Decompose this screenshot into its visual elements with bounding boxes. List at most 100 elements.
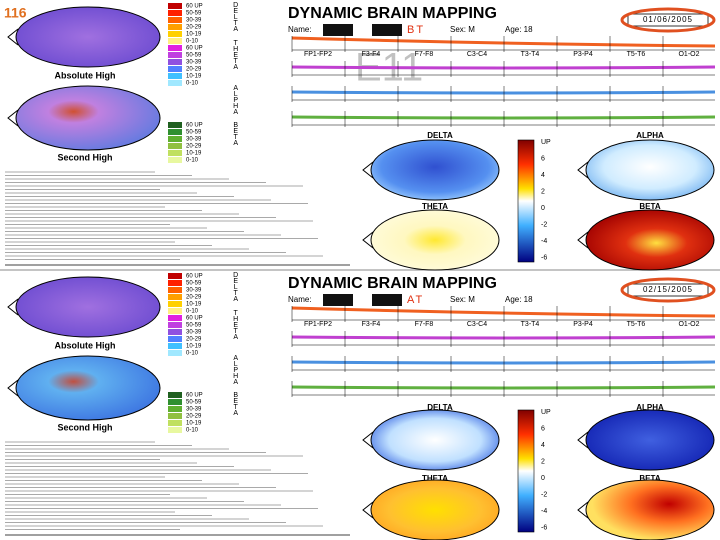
band-letters: BETA — [232, 122, 239, 146]
head-map — [585, 209, 715, 271]
name-field: Name: — [288, 25, 312, 34]
legend-swatch — [168, 38, 182, 44]
scale-label: 0 — [541, 205, 545, 212]
head-map — [370, 479, 500, 540]
scale-label: 2 — [541, 458, 545, 465]
legend-range: 10-19 — [186, 32, 202, 38]
channel-label: F3-F4 — [362, 51, 381, 58]
head-map — [585, 139, 715, 201]
nose — [577, 231, 589, 249]
legend-swatch — [168, 280, 182, 286]
scale-label: UP — [541, 139, 551, 146]
legend-swatch — [168, 343, 182, 349]
legend-swatch — [168, 315, 182, 321]
scale-label: -2 — [541, 491, 547, 498]
channel-label: FP1-FP2 — [304, 51, 332, 58]
head-map — [585, 479, 715, 540]
legend-swatch — [168, 322, 182, 328]
redacted — [323, 294, 353, 306]
legend-range: 50-59 — [186, 323, 202, 329]
channel-label: T5-T6 — [627, 51, 646, 58]
legend-range: 20-29 — [186, 337, 202, 343]
band-letters: ALPHA — [232, 355, 239, 385]
channel-label: FP1-FP2 — [304, 321, 332, 328]
sex-field: Sex: M — [450, 25, 475, 34]
scale-label: 0 — [541, 475, 545, 482]
legend-range: 50-59 — [186, 53, 202, 59]
slide-label: 116 — [4, 5, 27, 21]
legend-swatch — [168, 420, 182, 426]
legend-swatch — [168, 301, 182, 307]
legend-swatch — [168, 294, 182, 300]
spectrum-trace — [291, 90, 716, 95]
legend-swatch — [168, 157, 182, 163]
date: 01/06/2005 — [643, 15, 693, 24]
map-label: Second High — [57, 152, 112, 162]
map-label: Second High — [57, 422, 112, 432]
legend-range: 60 UP — [186, 46, 203, 52]
head-map — [15, 276, 161, 338]
legend-range: 30-39 — [186, 330, 202, 336]
name-field: Name: — [288, 295, 312, 304]
head-map — [585, 409, 715, 471]
spectrum-trace — [291, 65, 716, 70]
head-map — [370, 409, 500, 471]
spectrum-trace — [291, 335, 716, 340]
channel-label: O1-O2 — [678, 321, 699, 328]
band-letters: BETA — [232, 392, 239, 416]
date-highlight — [620, 7, 716, 33]
channel-label: T5-T6 — [627, 321, 646, 328]
legend-swatch — [168, 406, 182, 412]
legend-swatch — [168, 66, 182, 72]
date-box — [627, 13, 709, 27]
legend-range: 30-39 — [186, 288, 202, 294]
legend-range: 20-29 — [186, 414, 202, 420]
legend-range: 20-29 — [186, 295, 202, 301]
legend-range: 10-19 — [186, 151, 202, 157]
channel-label: T3-T4 — [521, 321, 540, 328]
map-title: BETA — [639, 202, 660, 211]
nose — [7, 109, 19, 127]
redacted — [323, 24, 353, 36]
nose — [7, 379, 19, 397]
legend-swatch — [168, 287, 182, 293]
scale-label: -2 — [541, 221, 547, 228]
channel-label: F7-F8 — [415, 321, 434, 328]
channel-label: O1-O2 — [678, 51, 699, 58]
age-field: Age: 18 — [505, 25, 533, 34]
band-letters: ALPHA — [232, 85, 239, 115]
map-title: DELTA — [427, 403, 453, 412]
channel-label: F7-F8 — [415, 51, 434, 58]
sex-field: Sex: M — [450, 295, 475, 304]
legend-range: 30-39 — [186, 60, 202, 66]
date-box — [627, 283, 709, 297]
channel-label: C3-C4 — [467, 321, 487, 328]
map-title: ALPHA — [636, 403, 664, 412]
legend-swatch — [168, 45, 182, 51]
scale-label: UP — [541, 409, 551, 416]
channel-label: P3-P4 — [573, 51, 593, 58]
nose — [577, 431, 589, 449]
legend-range: 0-10 — [186, 158, 199, 164]
legend-swatch — [168, 413, 182, 419]
redacted — [372, 294, 402, 306]
head-map — [15, 355, 161, 421]
channel-label: F3-F4 — [362, 321, 381, 328]
legend-range: 20-29 — [186, 67, 202, 73]
legend-swatch — [168, 73, 182, 79]
channel-label: P3-P4 — [573, 321, 593, 328]
head-map — [15, 85, 161, 151]
band-letters: DELTA — [232, 2, 239, 32]
legend-swatch — [168, 59, 182, 65]
nose — [362, 231, 374, 249]
head-map — [370, 139, 500, 201]
map-title: BETA — [639, 474, 660, 483]
head-map — [15, 6, 161, 68]
legend-swatch — [168, 427, 182, 433]
scale-label: -4 — [541, 508, 547, 515]
legend-swatch — [168, 3, 182, 9]
nose — [577, 161, 589, 179]
legend-range: 20-29 — [186, 25, 202, 31]
redacted — [372, 24, 402, 36]
